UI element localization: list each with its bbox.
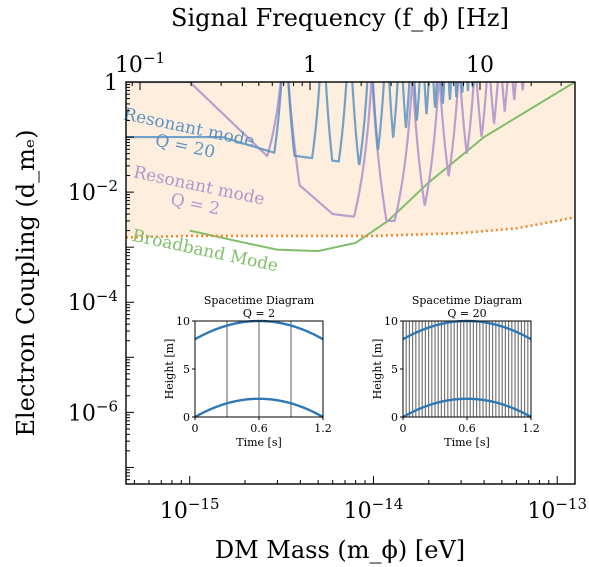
x-tick-label: 10−14: [344, 495, 404, 524]
inset-y-axis-label: Height [m]: [371, 339, 384, 400]
y-tick-label: 1: [104, 71, 118, 96]
x-tick-label: 10−15: [160, 495, 220, 524]
inset-x-axis-label: Time [s]: [444, 436, 490, 449]
inset-y-tick-label: 10: [176, 315, 190, 328]
inset-x-tick-label: 1.2: [522, 422, 540, 435]
inset-series-lower: [194, 397, 324, 419]
top-axis-label: Signal Frequency (f_ϕ) [Hz]: [171, 4, 509, 32]
plot-frame: [125, 81, 576, 485]
inset-y-tick-label: 5: [391, 363, 398, 376]
series-resonant-q20: [126, 82, 480, 166]
inset-title: Q = 2: [243, 307, 275, 320]
x-tick-label: 10−13: [527, 495, 587, 524]
y-tick-label: 10−2: [68, 177, 118, 206]
inset-x-tick-label: 1.2: [314, 422, 332, 435]
inset-title: Q = 20: [447, 307, 486, 320]
inset-y-tick-label: 5: [183, 363, 190, 376]
series-broadband-mode: [189, 82, 575, 253]
y-tick-label: 10−6: [68, 397, 118, 426]
inset-x-tick-label: 0.6: [458, 422, 476, 435]
inset-x-tick-label: 0.6: [250, 422, 268, 435]
series-resonant-q2: [126, 82, 525, 223]
inset-q20: 0 0.6 1.2 0 5 10 Time [s] Height [m] Spacetime D…: [371, 294, 540, 449]
inset-title: Spacetime Diagram: [204, 294, 315, 307]
inset-y-axis-label: Height [m]: [163, 339, 176, 400]
inset-x-axis-label: Time [s]: [236, 436, 282, 449]
top-tick-label: 10: [466, 53, 494, 78]
y-axis-label: Electron Coupling (d_mₑ): [12, 129, 40, 436]
inset-series-lower: [402, 397, 532, 419]
y-tick-label: 10−4: [68, 287, 118, 316]
top-tick-label: 1: [303, 53, 317, 78]
inset-title: Spacetime Diagram: [412, 294, 523, 307]
inset-y-tick-label: 0: [391, 411, 398, 424]
x-axis-label: DM Mass (m_ϕ) [eV]: [215, 536, 465, 564]
inset-x-tick-label: 0: [192, 422, 199, 435]
top-tick-label: 10−1: [115, 49, 165, 78]
inset-y-tick-label: 10: [384, 315, 398, 328]
inset-x-tick-label: 0: [400, 422, 407, 435]
inset-q2: 0 0.6 1.2 0 5 10 Time [s] Height [m] Spacetime D…: [163, 294, 332, 449]
inset-y-tick-label: 0: [183, 411, 190, 424]
